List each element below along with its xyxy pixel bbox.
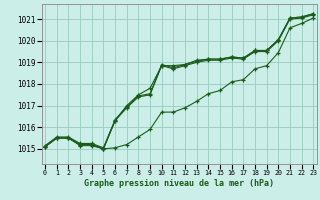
X-axis label: Graphe pression niveau de la mer (hPa): Graphe pression niveau de la mer (hPa) — [84, 179, 274, 188]
